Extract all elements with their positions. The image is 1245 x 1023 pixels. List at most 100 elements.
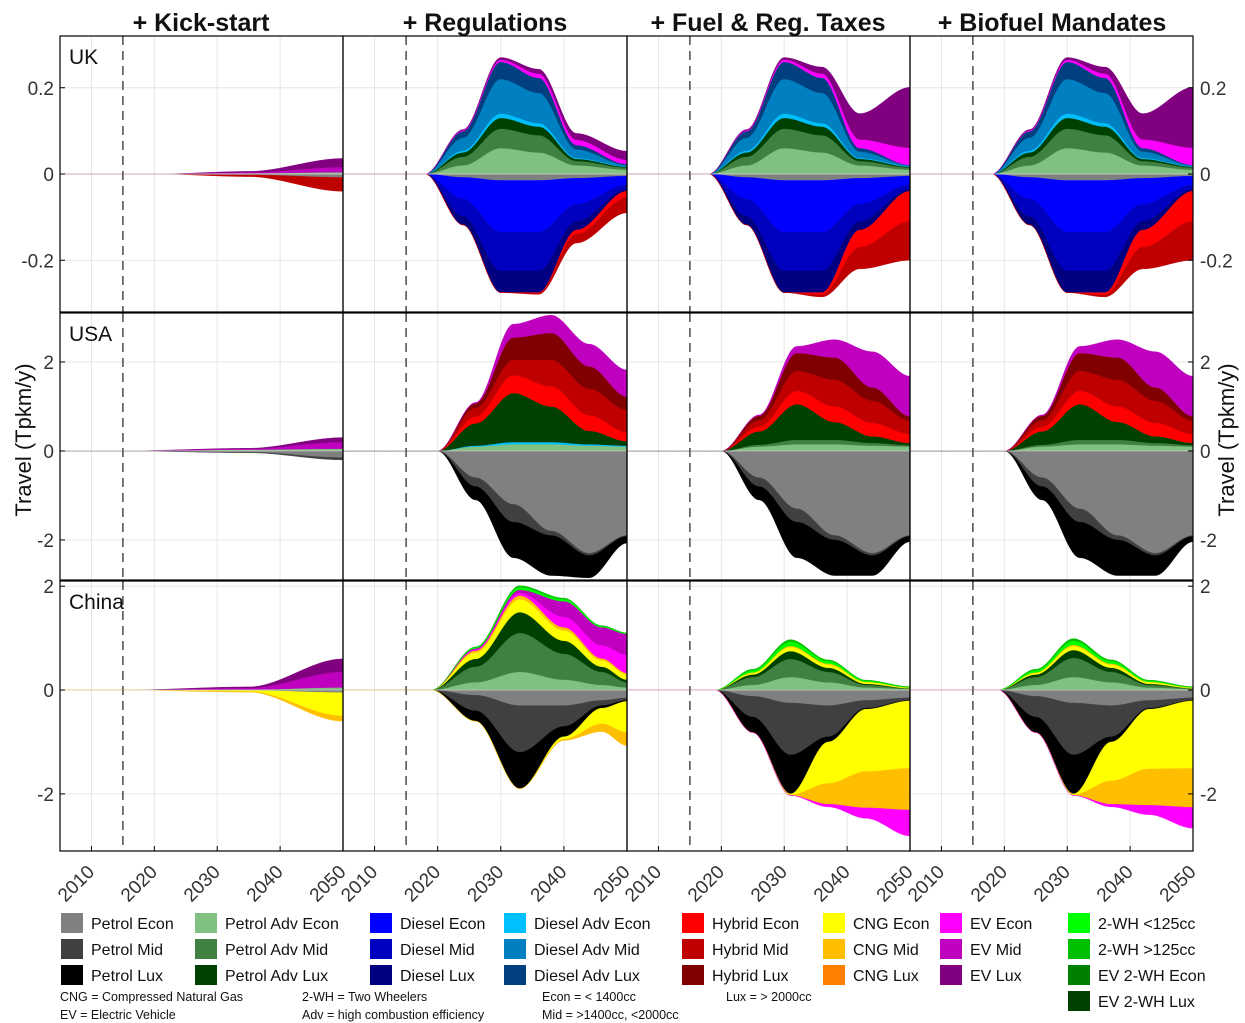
legend-swatch xyxy=(940,913,962,933)
x-tick-label-2010: 2010 xyxy=(904,862,949,907)
row-label-usa: USA xyxy=(69,323,112,346)
legend-item-diesel-adv-lux: Diesel Adv Lux xyxy=(504,965,640,985)
legend-item-hybrid-mid: Hybrid Mid xyxy=(682,939,788,959)
column-title-kick-start: + Kick-start xyxy=(133,9,271,37)
legend-item-cng-econ: CNG Econ xyxy=(823,913,929,933)
legend-swatch xyxy=(1068,939,1090,959)
legend-item-petrol-econ: Petrol Econ xyxy=(61,913,174,933)
legend-notes: CNG = Compressed Natural Gas EV = Electr… xyxy=(60,990,811,1022)
legend-swatch xyxy=(504,939,526,959)
legend-item-hybrid-econ: Hybrid Econ xyxy=(682,913,799,933)
legend-item-ev-econ: EV Econ xyxy=(940,913,1032,933)
y-tick-label-right: -2 xyxy=(1200,531,1217,552)
y-tick-label-right: 2 xyxy=(1200,577,1211,598)
legend-item-cng-mid: CNG Mid xyxy=(823,939,919,959)
x-tick-label-2010: 2010 xyxy=(337,862,382,907)
legend-label: Diesel Adv Lux xyxy=(534,968,640,985)
y-tick-label-left: -0.2 xyxy=(21,251,54,272)
y-tick-label-right: -0.2 xyxy=(1200,251,1233,272)
legend-item-diesel-lux: Diesel Lux xyxy=(370,965,475,985)
legend-label: Diesel Adv Econ xyxy=(534,916,651,933)
x-tick-label-2030: 2030 xyxy=(747,862,792,907)
row-label-china: China xyxy=(69,591,124,614)
y-tick-label-right: 0 xyxy=(1200,681,1211,702)
legend-swatch xyxy=(1068,991,1090,1011)
legend-label: Diesel Econ xyxy=(400,916,485,933)
x-tick-label-2050: 2050 xyxy=(1156,862,1201,907)
column-title-fuel-reg-taxes: + Fuel & Reg. Taxes xyxy=(650,9,885,37)
legend-item-2-wh-125cc: 2-WH >125cc xyxy=(1068,939,1195,959)
legend-item-cng-lux: CNG Lux xyxy=(823,965,919,985)
panel-usa-4: 2 0 -2 xyxy=(909,312,1217,581)
x-tick-label-2040: 2040 xyxy=(527,862,572,907)
legend-label: EV Mid xyxy=(970,942,1022,959)
x-tick-label-2010: 2010 xyxy=(54,862,99,907)
legend-label: Diesel Mid xyxy=(400,942,475,959)
y-tick-label-left: 0.2 xyxy=(28,79,54,100)
legend-swatch xyxy=(61,913,83,933)
legend-label: CNG Lux xyxy=(853,968,919,985)
x-tick-label-2030: 2030 xyxy=(180,862,225,907)
legend-swatch xyxy=(823,939,845,959)
legend-item-ev-2-wh-lux: EV 2-WH Lux xyxy=(1068,991,1195,1011)
legend-item-petrol-adv-lux: Petrol Adv Lux xyxy=(195,965,328,985)
legend-item-diesel-adv-econ: Diesel Adv Econ xyxy=(504,913,651,933)
y-tick-label-left: 2 xyxy=(43,577,54,598)
legend-swatch xyxy=(370,965,392,985)
legend-item-hybrid-lux: Hybrid Lux xyxy=(682,965,788,985)
legend-item-ev-2-wh-econ: EV 2-WH Econ xyxy=(1068,965,1206,985)
legend-label: Diesel Lux xyxy=(400,968,475,985)
legend-swatch xyxy=(682,965,704,985)
panel-uk-2 xyxy=(342,35,628,313)
legend-label: Petrol Mid xyxy=(91,942,163,959)
legend-swatch xyxy=(504,913,526,933)
legend-swatch xyxy=(370,913,392,933)
legend-item-diesel-adv-mid: Diesel Adv Mid xyxy=(504,939,640,959)
panel-china-4: 2 0 -2 2010 2020 2030 2040 2050 xyxy=(904,577,1217,906)
y-tick-label-right: 2 xyxy=(1200,353,1211,374)
note-2wh: 2-WH = Two Wheelers xyxy=(302,990,427,1004)
legend-label: CNG Mid xyxy=(853,942,919,959)
legend-swatch xyxy=(1068,965,1090,985)
y-tick-label-right: 0 xyxy=(1200,165,1211,186)
y-tick-label-left: 0 xyxy=(43,165,54,186)
y-tick-label-right: 0.2 xyxy=(1200,79,1226,100)
legend-label: EV Econ xyxy=(970,916,1032,933)
panel-china-2: 2010 2020 2030 2040 2050 xyxy=(337,580,635,907)
row-label-uk: UK xyxy=(69,46,98,69)
y-tick-label-right: -2 xyxy=(1200,785,1217,806)
legend-item-petrol-adv-mid: Petrol Adv Mid xyxy=(195,939,328,959)
y-tick-label-left: -2 xyxy=(37,785,54,806)
legend-label: EV 2-WH Econ xyxy=(1098,968,1206,985)
y-tick-label-right: 0 xyxy=(1200,442,1211,463)
legend-swatch xyxy=(940,965,962,985)
legend-item-ev-mid: EV Mid xyxy=(940,939,1022,959)
legend-label: EV Lux xyxy=(970,968,1022,985)
legend-label: Hybrid Mid xyxy=(712,942,788,959)
legend-swatch xyxy=(682,939,704,959)
x-tick-label-2020: 2020 xyxy=(117,862,162,907)
panel-china-3: 2010 2020 2030 2040 2050 xyxy=(621,580,918,907)
legend-label: CNG Econ xyxy=(853,916,929,933)
legend-item-petrol-mid: Petrol Mid xyxy=(61,939,163,959)
panel-border xyxy=(59,580,344,852)
legend-swatch xyxy=(61,965,83,985)
note-cng: CNG = Compressed Natural Gas xyxy=(60,990,243,1004)
legend-swatch xyxy=(61,939,83,959)
legend-label: 2-WH >125cc xyxy=(1098,942,1195,959)
panels-layer: + Kick-start + Regulations + Fuel & Reg. T… xyxy=(21,9,1233,906)
legend-label: Petrol Adv Mid xyxy=(225,942,328,959)
x-tick-label-2030: 2030 xyxy=(1030,862,1075,907)
note-mid: Mid = >1400cc, <2000cc xyxy=(542,1008,679,1022)
legend-swatch xyxy=(940,939,962,959)
legend-swatch xyxy=(1068,913,1090,933)
panel-uk-3 xyxy=(626,35,911,313)
legend-swatch xyxy=(823,965,845,985)
legend-label: 2-WH <125cc xyxy=(1098,916,1195,933)
note-ev: EV = Electric Vehicle xyxy=(60,1008,176,1022)
panel-border xyxy=(909,580,1194,852)
x-tick-label-2040: 2040 xyxy=(1093,862,1138,907)
panel-uk-4: 0.2 0 -0.2 xyxy=(909,35,1233,313)
legend-item-diesel-econ: Diesel Econ xyxy=(370,913,485,933)
